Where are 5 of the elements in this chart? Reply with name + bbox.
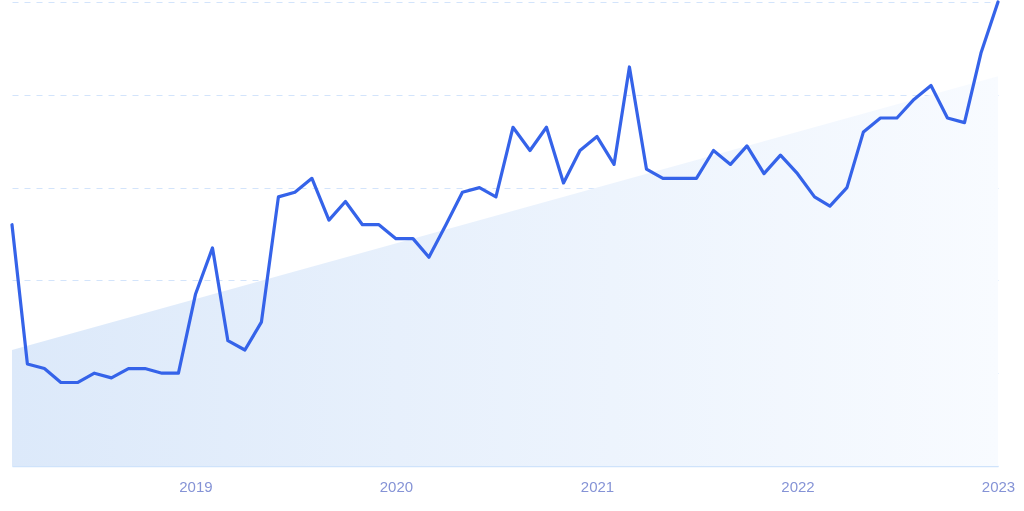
x-tick-label: 2022 xyxy=(781,477,815,495)
x-tick-label: 2023 xyxy=(981,477,1016,495)
x-tick-label: 2020 xyxy=(379,477,414,495)
x-tick-label: 2019 xyxy=(179,477,213,495)
x-tick-label: 2021 xyxy=(580,477,615,495)
